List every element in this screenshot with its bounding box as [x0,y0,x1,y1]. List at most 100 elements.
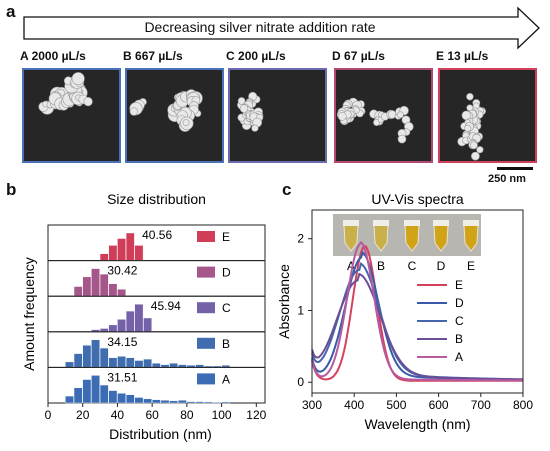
sem-image-b [125,68,224,163]
mean-size-label: 31.51 [107,370,137,384]
histogram-bar [143,358,152,368]
histogram-bar [108,324,118,332]
y-tick-label: 1 [297,303,304,317]
x-tick-label: 500 [386,398,406,412]
vial-cap [433,220,449,226]
sample-letter: A [20,49,29,63]
histogram-bar [73,353,83,368]
sample-letter: B [123,49,132,63]
histogram-bar [160,400,170,404]
histogram-bar [134,303,144,332]
legend-label: B [455,332,463,346]
sample-label-d: D 67 µL/s [332,49,385,63]
histogram-bar [134,360,144,368]
legend-swatch [197,373,215,385]
sample-letter: E [436,49,445,63]
histogram-bar [91,268,100,297]
histogram-bar [221,401,231,404]
vial-label: C [408,259,417,273]
histogram-bar [134,245,144,261]
vial-cap [343,220,359,226]
histogram-bar [177,400,187,404]
nanoparticle [337,111,347,121]
legend-label: D [222,266,231,280]
histogram-bar [108,357,118,368]
mean-size-label: 40.56 [142,228,172,242]
histogram-bar [99,384,109,404]
panel-c-letter: c [282,180,292,199]
legend-label: A [222,372,230,386]
nanoparticle [397,134,407,144]
vial-label: D [437,259,446,273]
nanoparticle [239,104,249,113]
mean-size-label: 30.42 [107,264,137,278]
x-tick-label: 20 [76,408,90,422]
sem-image-a [22,68,121,163]
chart-title: UV-Vis spectra [371,191,464,207]
legend-swatch [197,231,215,242]
size-distribution-chart: Size distribution 40.56 E 30.42 D 45.94 C 34.15… [21,191,267,442]
histogram-bar [143,398,152,404]
x-axis-label: Wavelength (nm) [364,416,470,432]
nanoparticle [471,151,480,161]
nanoparticle [83,96,93,107]
legend-label: C [455,314,464,328]
sample-label-a: A 2000 µL/s [20,49,86,63]
x-tick-label: 80 [180,408,194,422]
x-tick-label: 800 [513,398,533,412]
legend-swatch [197,266,215,278]
sample-letter: C [226,49,235,63]
legend-label: E [222,230,230,244]
panel-a-letter: a [6,2,16,21]
x-axis-label: Distribution (nm) [109,426,212,442]
histogram-bar [82,379,92,404]
histogram-bar [151,363,161,368]
legend-swatch [197,337,215,349]
histogram-bar [117,393,126,404]
histogram-bar [82,276,92,297]
vial-label: A [347,259,355,273]
nanoparticle [182,119,190,126]
legend-swatch [197,302,215,314]
histogram-bar [117,238,126,261]
y-tick-label: 0 [297,375,304,389]
nanoparticle [464,124,472,132]
mean-size-label: 45.94 [151,299,181,313]
histogram-bar [91,375,100,404]
sem-image-c [228,68,327,163]
sample-label-e: E 13 µL/s [436,49,488,63]
plot-frame [311,209,524,394]
panel-b-letter: b [6,180,17,199]
histogram-bar [99,253,109,261]
histogram-bar [143,317,152,333]
nanoparticle [476,146,484,154]
sample-label-c: C 200 µL/s [226,49,286,63]
arrow-caption: Decreasing silver nitrate addition rate [144,19,376,35]
histogram-bar [108,390,118,404]
histogram-bar [91,339,100,368]
sample-rate: 13 µL/s [447,49,489,63]
x-tick-label: 120 [246,408,266,422]
sample-rate: 2000 µL/s [31,49,86,63]
y-axis-label: Absorbance [276,264,292,339]
legend-label: E [455,278,463,292]
nanoparticle [237,97,246,105]
sample-rate: 67 µL/s [344,49,385,63]
histogram-bar [117,356,126,368]
histogram-bar [212,401,222,404]
nanoparticle [251,124,259,132]
histogram-bar [125,394,135,404]
x-tick-label: 400 [344,398,364,412]
x-tick-label: 600 [429,398,449,412]
vial-cap [463,220,479,226]
histogram-bar [108,245,118,261]
legend-label: B [222,337,230,351]
legend-label: D [455,296,464,310]
nanoparticle [129,107,139,116]
histogram-bar [204,401,213,404]
histogram-bar [108,283,118,297]
x-tick-label: 100 [212,408,232,422]
spectrum-line-a [311,240,523,382]
histogram-bar [125,232,135,261]
